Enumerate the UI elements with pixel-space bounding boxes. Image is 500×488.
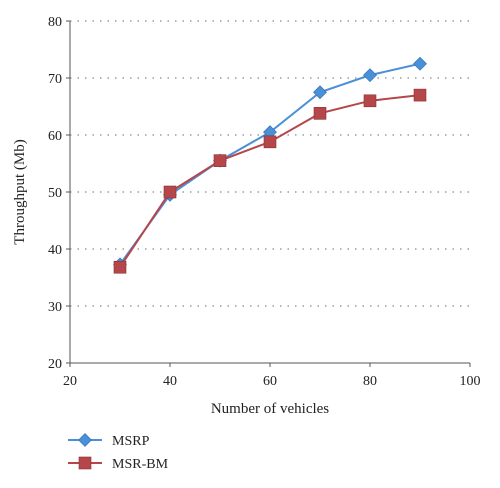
x-tick-label-40: 40 bbox=[163, 374, 177, 389]
point-msr-bm-40 bbox=[163, 185, 177, 199]
gridlines bbox=[70, 20, 470, 307]
x-tick-label-100: 100 bbox=[460, 374, 481, 389]
point-msr-bm-50 bbox=[213, 154, 227, 167]
y-axis-ticks: 20 30 40 50 60 70 80 bbox=[48, 15, 70, 372]
legend-marker-msrp bbox=[78, 433, 92, 447]
point-msrp-70 bbox=[313, 85, 327, 100]
series-layer bbox=[113, 56, 427, 274]
point-msr-bm-90 bbox=[413, 88, 427, 102]
point-msr-bm-60 bbox=[263, 135, 277, 149]
series-line-msr-bm bbox=[119, 94, 421, 268]
y-tick-label-40: 40 bbox=[48, 243, 62, 258]
series-line-msrp bbox=[119, 62, 421, 265]
y-tick-label-70: 70 bbox=[48, 72, 62, 87]
point-msr-bm-80 bbox=[363, 94, 377, 108]
y-axis-title: Throughput (Mb) bbox=[12, 139, 28, 244]
legend-marker-msr-bm bbox=[78, 456, 92, 470]
x-tick-label-80: 80 bbox=[363, 374, 377, 389]
point-msr-bm-30 bbox=[113, 260, 127, 274]
y-tick-label-50: 50 bbox=[48, 186, 62, 201]
x-axis-ticks: 20 40 60 80 100 bbox=[63, 363, 481, 389]
y-tick-label-60: 60 bbox=[48, 129, 62, 144]
point-msrp-90 bbox=[413, 56, 427, 71]
x-tick-label-20: 20 bbox=[63, 374, 77, 389]
x-tick-label-60: 60 bbox=[263, 374, 277, 389]
legend-label-msrp: MSRP bbox=[112, 434, 150, 449]
legend-label-msr-bm: MSR-BM bbox=[112, 457, 169, 472]
x-axis-title: Number of vehicles bbox=[211, 401, 329, 417]
y-tick-label-20: 20 bbox=[48, 357, 62, 372]
y-tick-label-80: 80 bbox=[48, 15, 62, 30]
point-msr-bm-70 bbox=[313, 107, 327, 120]
point-msrp-80 bbox=[363, 68, 377, 83]
legend: MSRP MSR-BM bbox=[68, 433, 169, 472]
y-tick-label-30: 30 bbox=[48, 300, 62, 315]
